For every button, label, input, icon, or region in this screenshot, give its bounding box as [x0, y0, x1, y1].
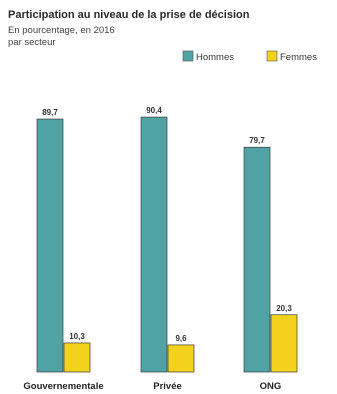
data-label-femmes-gouvernementale: 10,3: [69, 332, 85, 341]
data-label-hommes-ong: 79,7: [249, 136, 265, 145]
bar-hommes-gouvernementale: [36, 118, 64, 373]
bar-hommes-ong: [243, 146, 271, 373]
legend-label-femmes: Femmes: [280, 52, 317, 63]
legend: Hommes Femmes: [182, 50, 317, 63]
chart-subtitle-line-2: par secteur: [8, 37, 56, 48]
category-label-ong: ONG: [260, 381, 282, 392]
bar-femmes-privee: [167, 344, 195, 373]
chart-title: Participation au niveau de la prise de d…: [8, 9, 250, 21]
bar-group-ong: 79,7 20,3 ONG: [243, 136, 298, 392]
bar-hommes-privee: [140, 116, 168, 373]
bar-femmes-gouvernementale: [63, 342, 91, 373]
legend-label-hommes: Hommes: [196, 52, 234, 63]
data-label-hommes-gouvernementale: 89,7: [42, 108, 58, 117]
bar-group-privee: 90,4 9,6 Privée: [140, 106, 195, 392]
legend-swatch-femmes: [266, 50, 278, 62]
plot-area: 89,7 10,3 Gouvernementale 90,4 9,6 Privée 79,7…: [23, 106, 298, 392]
data-label-femmes-ong: 20,3: [276, 304, 292, 313]
chart-subtitle-line-1: En pourcentage, en 2016: [8, 25, 115, 36]
data-label-femmes-privee: 9,6: [175, 334, 187, 343]
bar-group-gouvernementale: 89,7 10,3 Gouvernementale: [23, 108, 103, 392]
data-label-hommes-privee: 90,4: [146, 106, 162, 115]
category-label-gouvernementale: Gouvernementale: [23, 381, 103, 392]
legend-swatch-hommes: [182, 50, 194, 62]
bar-femmes-ong: [270, 314, 298, 373]
category-label-privee: Privée: [153, 381, 182, 392]
